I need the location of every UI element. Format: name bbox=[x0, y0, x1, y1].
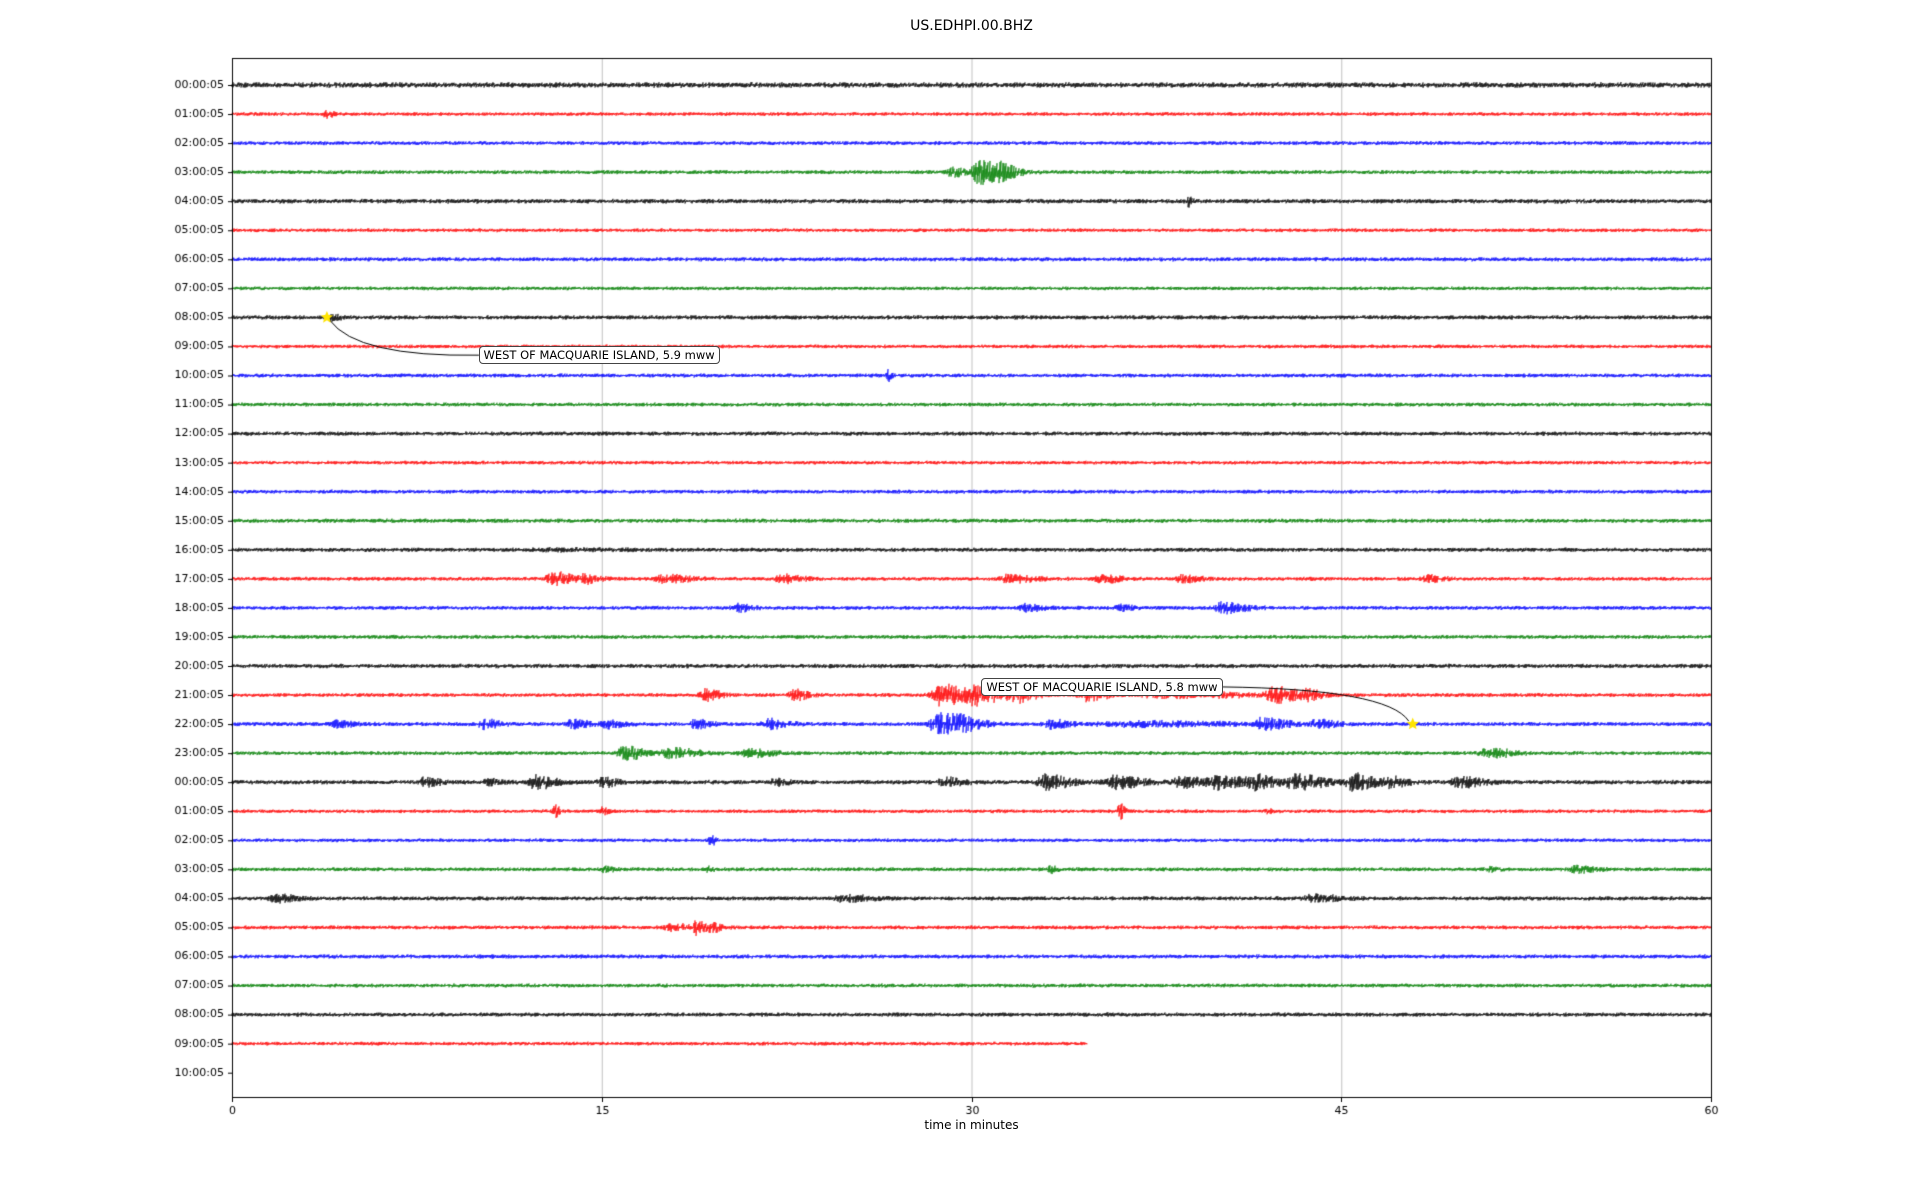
event-annotation-1: WEST OF MACQUARIE ISLAND, 5.9 mww bbox=[478, 346, 720, 365]
event-annotation-1-text: WEST OF MACQUARIE ISLAND, 5.9 mww bbox=[483, 348, 715, 363]
event-annotation-2-text: WEST OF MACQUARIE ISLAND, 5.8 mww bbox=[986, 679, 1218, 694]
event-annotation-2: WEST OF MACQUARIE ISLAND, 5.8 mww bbox=[981, 677, 1223, 696]
x-axis-label: time in minutes bbox=[924, 1118, 1019, 1132]
